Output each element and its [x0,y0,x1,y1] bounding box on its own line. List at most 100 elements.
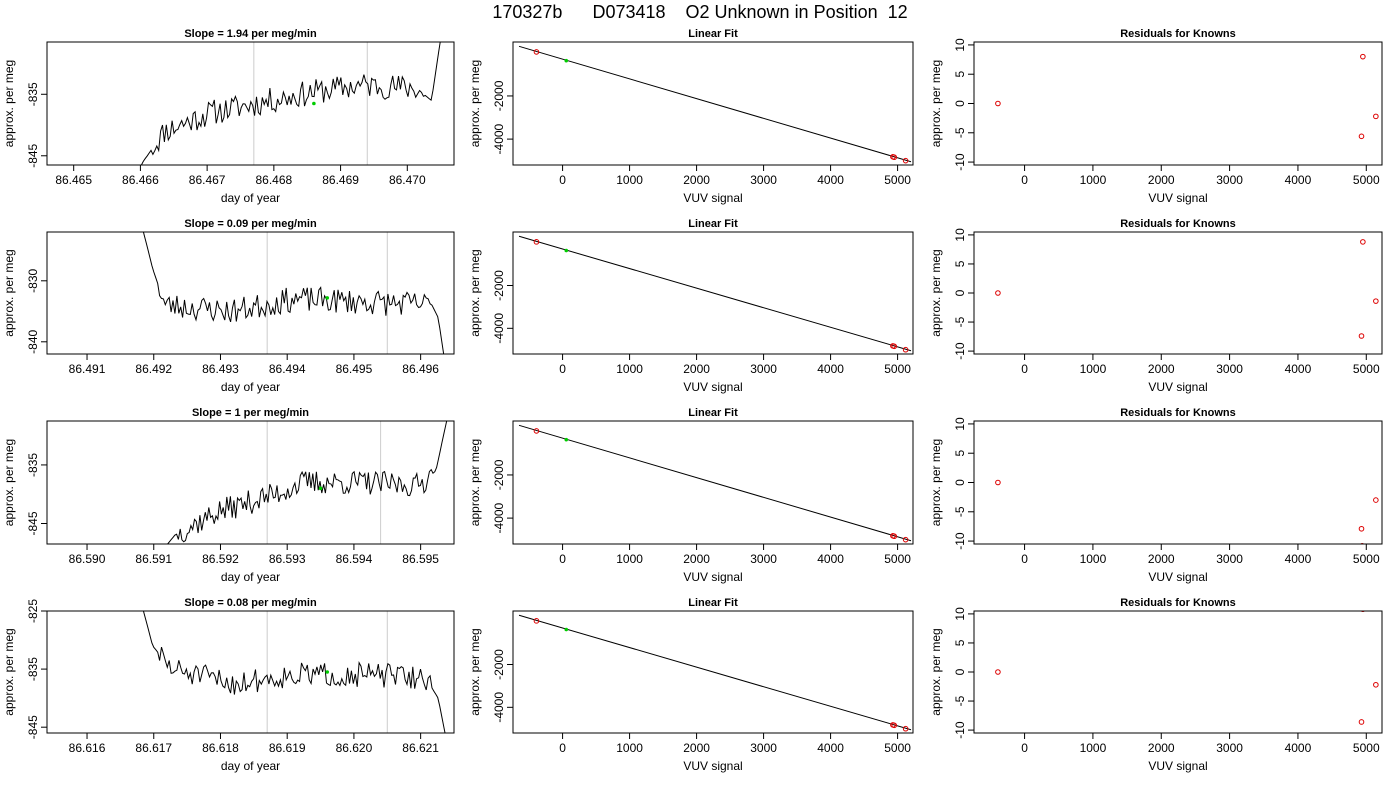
unknown-mean-marker [325,296,330,300]
x-tick-label: 2000 [1148,552,1175,566]
x-tick-label: 5000 [884,741,911,755]
known-point [533,49,540,55]
x-tick-label: 86.618 [202,741,239,755]
residual-point [995,669,1001,675]
x-tick-label: 0 [559,552,566,566]
y-tick-label: 10 [953,228,967,242]
y-tick-label: -5 [953,127,967,138]
x-tick-label: 1000 [616,173,643,187]
x-tick-label: 4000 [1285,173,1312,187]
y-tick-label: 10 [953,417,967,431]
y-tick-label: -845 [26,143,40,167]
x-tick-label: 1000 [1080,173,1107,187]
fit-line [518,424,912,542]
y-axis-label: approx. per meg [468,60,482,147]
panel-title: Slope = 0.08 per meg/min [184,597,317,609]
x-tick-label: 4000 [1285,741,1312,755]
y-tick-label: -10 [953,153,967,171]
x-tick-label: 86.592 [202,552,239,566]
plot-area [518,424,912,543]
unknown-point [564,58,569,63]
panel-timeseries-row-0: Slope = 1.94 per meg/min day of year appro… [2,28,455,205]
x-tick-label: 5000 [1353,362,1380,376]
x-tick-label: 4000 [817,173,844,187]
panel-title: Residuals for Knowns [1120,28,1236,40]
plot-area [518,45,912,164]
residual-point [995,290,1001,296]
known-point [902,157,909,164]
x-tick-label: 1000 [616,741,643,755]
x-tick-label: 86.496 [402,362,439,376]
x-tick-label: 86.620 [336,741,373,755]
panel-title: Linear Fit [688,407,738,419]
x-tick-label: 0 [559,741,566,755]
known-point [891,533,898,540]
plot-frame [512,41,914,166]
fit-line [518,235,912,352]
residual-point [995,100,1001,107]
x-axis-label: VUV signal [683,570,742,584]
x-tick-label: 5000 [1353,552,1380,566]
panel-timeseries-row-2: Slope = 1 per meg/min day of year approx. … [2,407,455,584]
y-tick-label: -10 [953,721,967,739]
residual-point [1360,239,1366,245]
x-tick-label: 0 [559,362,566,376]
panel-residuals-row-3: Residuals for Knowns VUV signal approx. pe… [929,597,1383,773]
y-axis-label: approx. per meg [468,628,482,715]
y-tick-label: -4000 [492,502,506,533]
signal-trace [142,232,445,354]
x-tick-label: 86.593 [269,552,306,566]
y-tick-label: -4000 [492,123,506,154]
x-tick-label: 3000 [1216,552,1243,566]
x-tick-label: 86.619 [269,741,306,755]
panel-residuals-row-1: Residuals for Knowns VUV signal approx. pe… [929,218,1383,394]
x-tick-label: 86.469 [322,173,359,187]
x-tick-label: 86.466 [122,173,159,187]
signal-trace [166,421,448,544]
plot-area [142,232,445,354]
plot-area [140,42,441,165]
known-point [902,725,909,732]
x-tick-label: 1000 [1080,741,1107,755]
x-tick-label: 1000 [616,552,643,566]
x-tick-label: 4000 [1285,552,1312,566]
x-tick-label: 86.493 [202,362,239,376]
panel-timeseries-row-3: Slope = 0.08 per meg/min day of year appro… [2,597,455,773]
x-tick-label: 86.594 [336,552,373,566]
y-axis-label: approx. per meg [2,628,16,715]
x-tick-label: 5000 [1353,741,1380,755]
unknown-mean-marker [312,101,316,106]
y-tick-label: 5 [953,639,967,646]
x-tick-label: 86.616 [69,741,106,755]
plot-frame [973,420,1383,545]
x-axis-label: VUV signal [683,191,742,205]
y-tick-label: -5 [953,316,967,327]
y-tick-label: -825 [26,599,40,623]
plot-area [995,53,1379,140]
plot-frame [973,41,1383,166]
y-axis-label: approx. per meg [468,249,482,336]
residual-point [1373,497,1379,503]
x-tick-label: 4000 [817,741,844,755]
y-tick-label: -840 [26,329,40,353]
known-point [891,343,898,350]
y-tick-label: -835 [26,82,40,106]
x-tick-label: 4000 [817,362,844,376]
plot-frame [46,420,455,545]
x-tick-label: 5000 [884,552,911,566]
x-tick-label: 0 [1021,741,1028,755]
x-tick-label: 0 [1021,552,1028,566]
y-tick-label: 10 [953,607,967,621]
panel-linear_fit-row-2: Linear Fit VUV signal approx. per meg 0 1000… [468,407,914,584]
plot-frame [46,41,455,166]
x-tick-label: 86.492 [135,362,172,376]
y-tick-label: 0 [953,289,967,296]
x-tick-label: 86.590 [69,552,106,566]
y-tick-label: 5 [953,71,967,78]
y-tick-label: -845 [26,511,40,535]
y-tick-label: -5 [953,695,967,706]
residual-point [995,479,1001,486]
y-axis-label: approx. per meg [468,439,482,526]
x-tick-label: 3000 [1216,362,1243,376]
residual-point [1360,611,1366,613]
